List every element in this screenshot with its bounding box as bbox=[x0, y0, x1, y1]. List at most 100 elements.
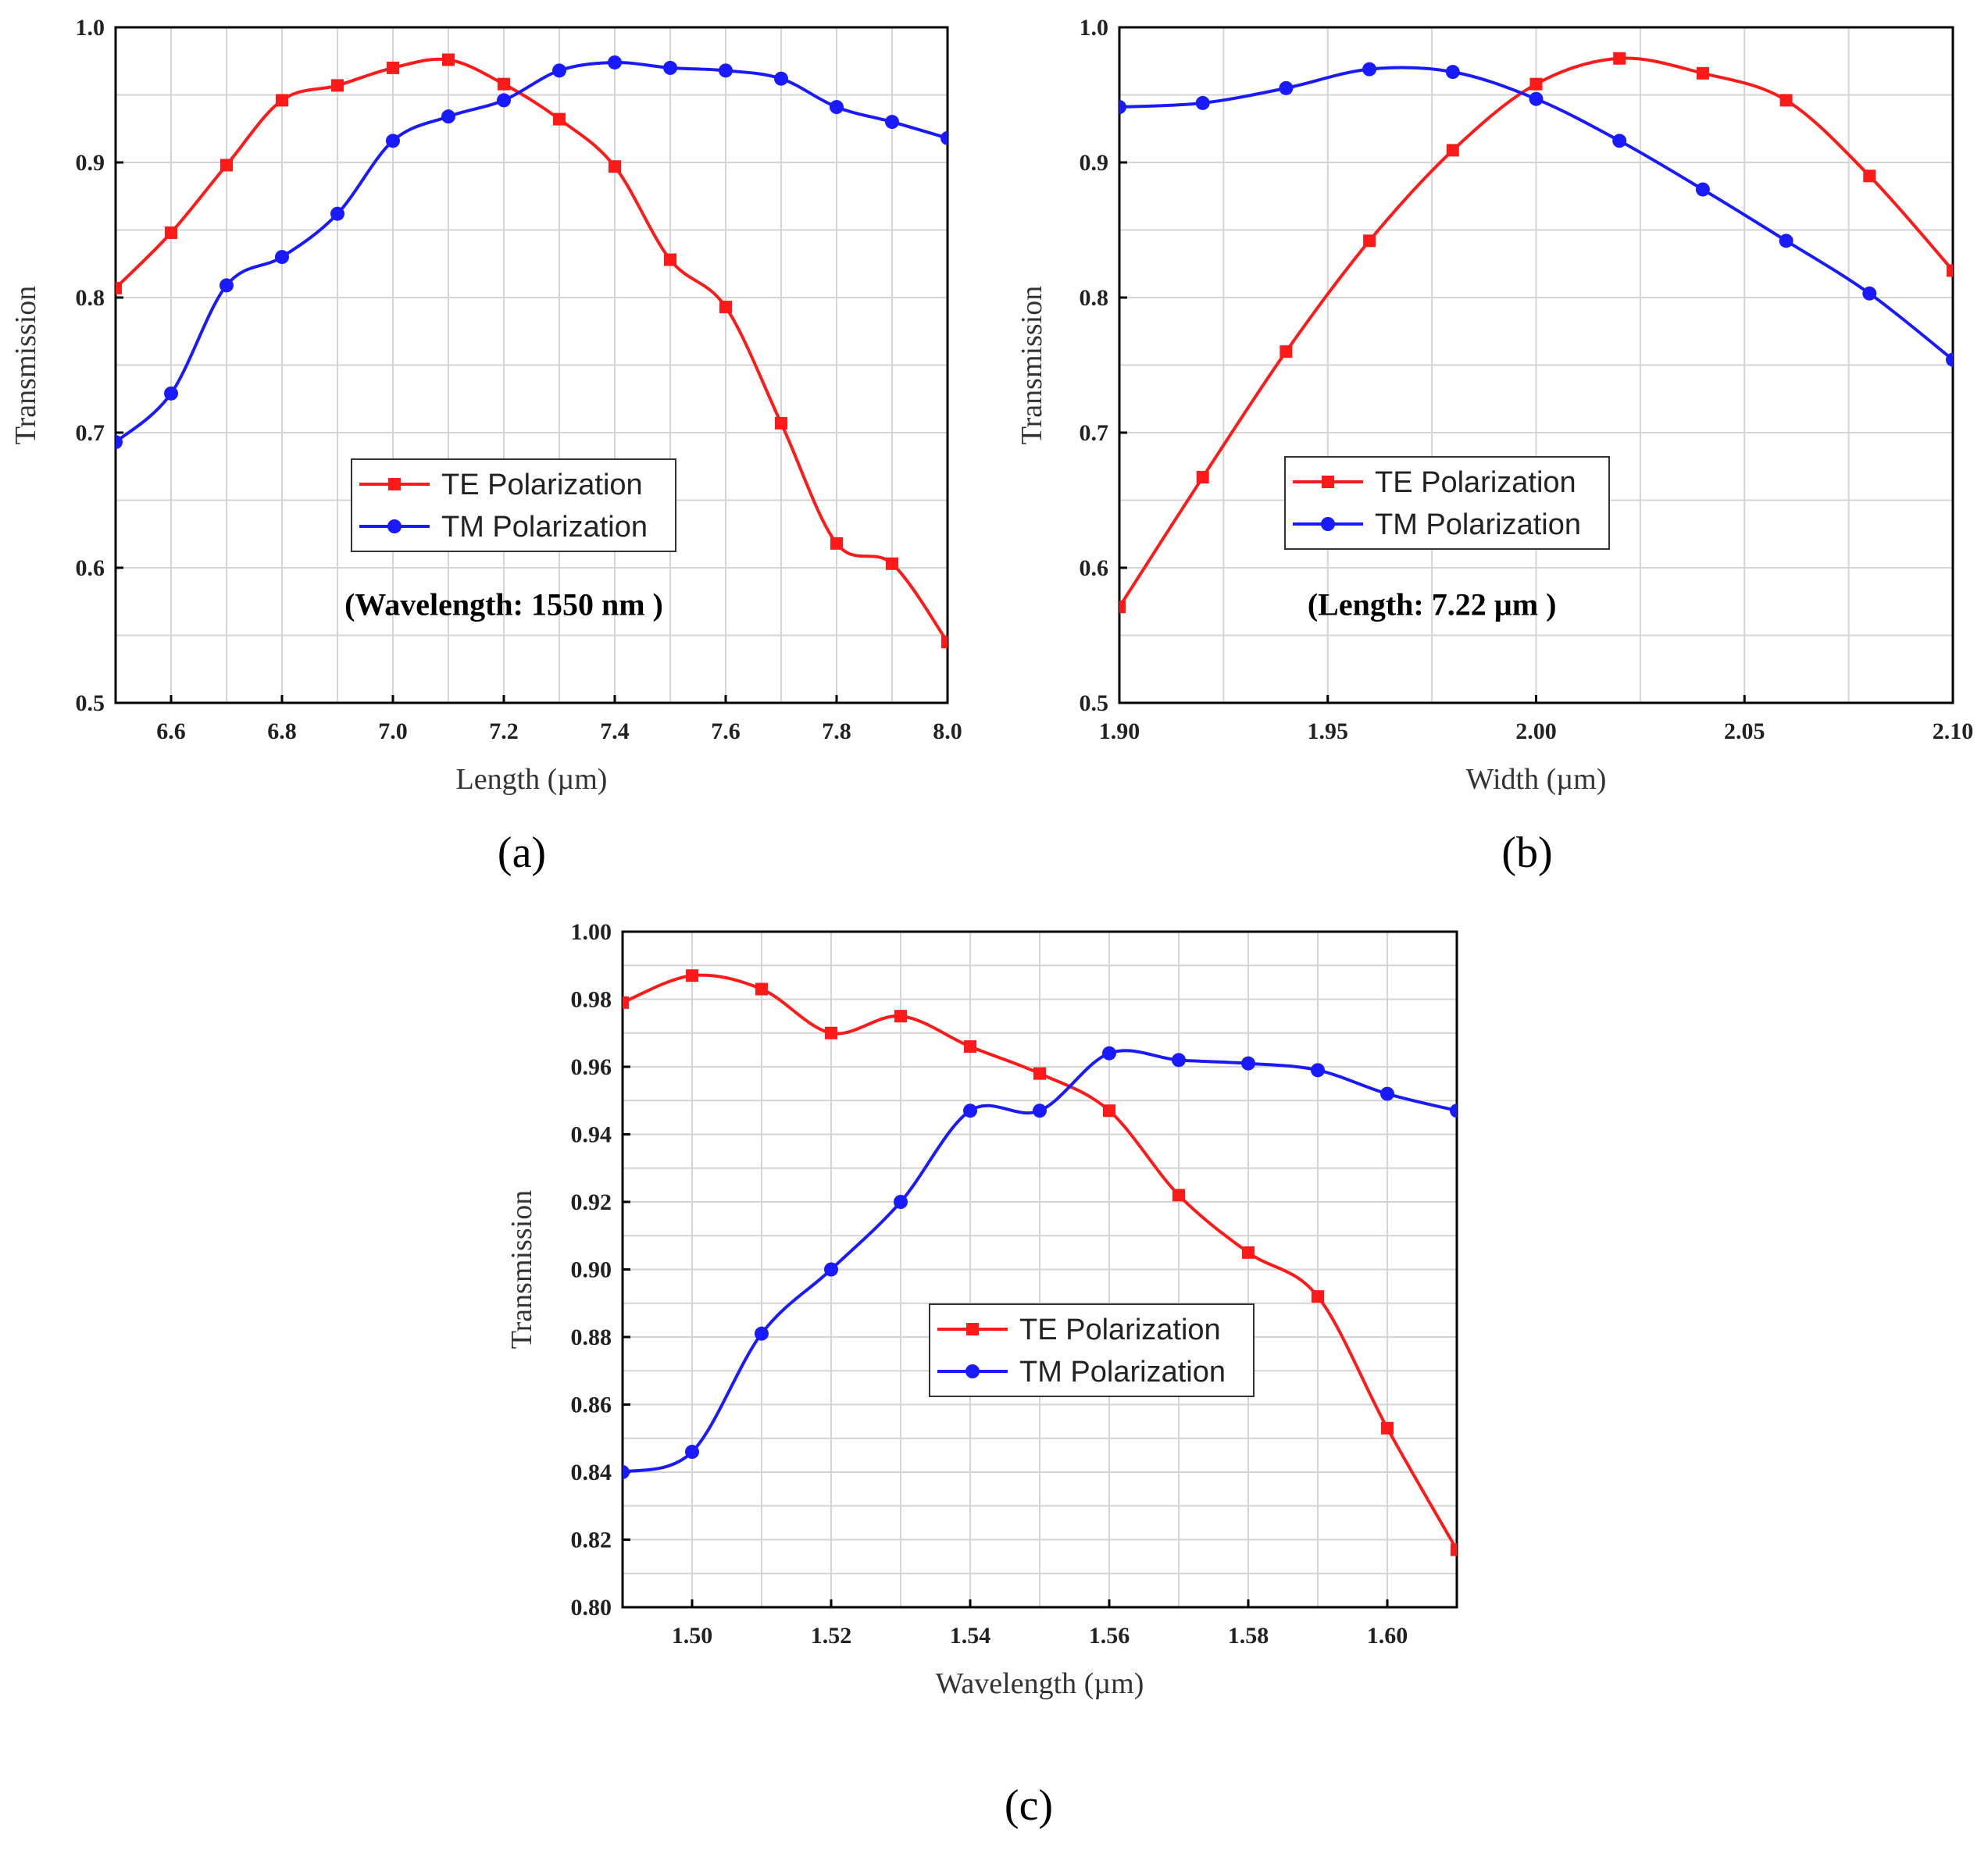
data-point-te-polarization bbox=[276, 94, 288, 107]
data-point-te-polarization bbox=[894, 1010, 907, 1023]
data-point-tm-polarization bbox=[894, 1195, 908, 1209]
x-tick-label: 2.05 bbox=[1724, 718, 1765, 744]
data-point-te-polarization bbox=[1381, 1421, 1394, 1435]
legend-marker-te-polarization bbox=[1322, 476, 1334, 488]
legend: TE Polarization TM Polarization bbox=[929, 1303, 1255, 1397]
data-point-te-polarization bbox=[830, 537, 843, 550]
data-point-te-polarization bbox=[609, 160, 621, 173]
data-point-te-polarization bbox=[1529, 77, 1543, 91]
data-point-te-polarization bbox=[1451, 1543, 1457, 1556]
data-point-tm-polarization bbox=[330, 206, 344, 221]
data-point-te-polarization bbox=[1280, 345, 1293, 358]
x-tick-label: 1.58 bbox=[1228, 1623, 1269, 1649]
y-tick-label: 0.9 bbox=[1080, 150, 1109, 176]
x-tick-label: 7.2 bbox=[489, 718, 519, 744]
y-axis-label: Transmission bbox=[1015, 286, 1048, 444]
y-tick-label: 0.88 bbox=[571, 1325, 612, 1350]
data-point-te-polarization bbox=[1779, 94, 1793, 107]
y-tick-label: 1.0 bbox=[76, 15, 105, 41]
data-point-te-polarization bbox=[1103, 1104, 1115, 1118]
data-point-te-polarization bbox=[1172, 1189, 1185, 1202]
x-tick-label: 1.54 bbox=[950, 1623, 991, 1649]
y-tick-label: 0.7 bbox=[76, 420, 105, 446]
x-tick-label: 7.0 bbox=[378, 718, 408, 744]
y-tick-label: 0.7 bbox=[1080, 420, 1109, 446]
data-point-tm-polarization bbox=[940, 130, 948, 145]
y-tick-label: 0.94 bbox=[571, 1122, 612, 1148]
data-point-tm-polarization bbox=[220, 278, 234, 293]
data-point-tm-polarization bbox=[1119, 100, 1126, 115]
data-point-te-polarization bbox=[387, 61, 399, 74]
series-line-tm-polarization bbox=[116, 60, 948, 444]
series-line-tm-polarization bbox=[1119, 66, 1953, 362]
data-point-tm-polarization bbox=[441, 109, 455, 124]
data-point-tm-polarization bbox=[164, 386, 178, 401]
legend-marker-tm-polarization bbox=[1321, 517, 1335, 531]
data-point-te-polarization bbox=[116, 281, 122, 294]
data-point-te-polarization bbox=[1196, 471, 1209, 484]
legend-label-te-polarization: TE Polarization bbox=[1375, 466, 1576, 499]
data-point-te-polarization bbox=[442, 53, 455, 66]
y-tick-label: 0.8 bbox=[1080, 285, 1109, 311]
data-point-tm-polarization bbox=[685, 1445, 699, 1460]
y-tick-label: 0.5 bbox=[1080, 690, 1109, 716]
x-tick-label: 2.00 bbox=[1515, 718, 1557, 744]
y-tick-label: 0.82 bbox=[571, 1528, 612, 1553]
data-point-te-polarization bbox=[1696, 66, 1709, 80]
y-tick-label: 0.6 bbox=[1080, 555, 1109, 581]
panel-label: (c) bbox=[1005, 1781, 1053, 1830]
x-tick-label: 1.52 bbox=[811, 1623, 852, 1649]
data-point-tm-polarization bbox=[719, 63, 733, 78]
panel-label: (a) bbox=[498, 829, 546, 877]
series-line-te-polarization bbox=[1119, 56, 1953, 608]
data-point-tm-polarization bbox=[1779, 234, 1793, 248]
y-tick-label: 0.84 bbox=[571, 1460, 612, 1485]
x-axis-label: Wavelength (µm) bbox=[936, 1667, 1144, 1700]
data-point-te-polarization bbox=[331, 79, 344, 92]
data-point-tm-polarization bbox=[552, 63, 566, 78]
x-tick-label: 7.4 bbox=[600, 718, 630, 744]
data-point-tm-polarization bbox=[1380, 1086, 1394, 1101]
data-point-tm-polarization bbox=[1279, 80, 1294, 95]
data-point-te-polarization bbox=[1119, 601, 1126, 614]
data-point-tm-polarization bbox=[1311, 1063, 1325, 1078]
legend-label-te-polarization: TE Polarization bbox=[1019, 1314, 1221, 1346]
y-tick-label: 0.5 bbox=[76, 690, 105, 716]
data-point-tm-polarization bbox=[774, 71, 788, 86]
data-point-te-polarization bbox=[220, 159, 233, 172]
y-tick-label: 1.0 bbox=[1080, 15, 1109, 41]
series-line-te-polarization bbox=[116, 57, 948, 644]
y-tick-label: 0.86 bbox=[571, 1392, 612, 1418]
data-point-te-polarization bbox=[623, 996, 629, 1009]
data-point-te-polarization bbox=[1363, 234, 1376, 248]
data-point-te-polarization bbox=[775, 416, 787, 430]
data-point-tm-polarization bbox=[885, 115, 899, 130]
data-point-te-polarization bbox=[664, 253, 676, 266]
data-point-tm-polarization bbox=[963, 1103, 977, 1118]
condition-annotation: (Wavelength: 1550 nm ) bbox=[344, 587, 663, 622]
x-tick-label: 7.8 bbox=[822, 718, 851, 744]
data-point-tm-polarization bbox=[497, 93, 511, 108]
data-point-te-polarization bbox=[1613, 52, 1626, 65]
y-tick-label: 0.6 bbox=[76, 555, 105, 581]
legend-marker-te-polarization bbox=[388, 478, 401, 490]
y-axis-label: Transmission bbox=[9, 286, 42, 444]
x-tick-label: 1.60 bbox=[1367, 1623, 1408, 1649]
legend-box bbox=[929, 1303, 1255, 1397]
x-tick-label: 7.6 bbox=[711, 718, 741, 744]
legend-label-tm-polarization: TM Polarization bbox=[1375, 508, 1581, 541]
x-axis-label: Width (µm) bbox=[1466, 763, 1607, 796]
data-point-te-polarization bbox=[886, 557, 898, 570]
data-point-tm-polarization bbox=[1102, 1046, 1116, 1061]
legend-marker-tm-polarization bbox=[387, 519, 402, 533]
legend-label-tm-polarization: TM Polarization bbox=[441, 511, 648, 544]
data-point-te-polarization bbox=[755, 982, 768, 996]
data-point-te-polarization bbox=[686, 969, 698, 982]
data-point-te-polarization bbox=[941, 636, 948, 649]
y-tick-label: 0.80 bbox=[571, 1595, 612, 1620]
legend: TE Polarization TM Polarization bbox=[351, 458, 676, 552]
legend-box bbox=[351, 458, 676, 552]
data-point-tm-polarization bbox=[1033, 1103, 1047, 1118]
data-point-te-polarization bbox=[498, 77, 510, 91]
